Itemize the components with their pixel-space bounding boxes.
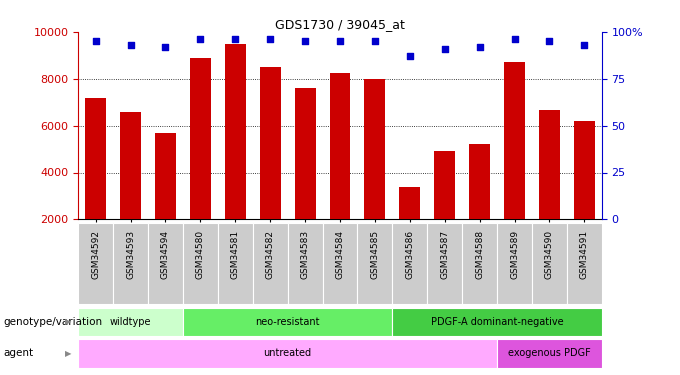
Text: GSM34580: GSM34580 [196, 230, 205, 279]
Text: GSM34594: GSM34594 [161, 230, 170, 279]
Bar [469, 144, 490, 266]
Bar [427, 223, 462, 304]
Text: GSM34587: GSM34587 [440, 230, 449, 279]
Bar [183, 223, 218, 304]
Point [160, 44, 171, 50]
Point [369, 38, 380, 44]
Text: untreated: untreated [264, 348, 311, 358]
Text: agent: agent [3, 348, 33, 358]
Text: GSM34581: GSM34581 [231, 230, 240, 279]
Point [439, 46, 450, 52]
Text: wildtype: wildtype [109, 316, 152, 327]
Bar [294, 88, 316, 266]
Bar [574, 121, 595, 266]
Bar [358, 223, 392, 304]
Bar [85, 98, 106, 266]
Bar [497, 339, 602, 368]
Bar [392, 308, 602, 336]
Text: ▶: ▶ [65, 317, 71, 326]
Text: GSM34588: GSM34588 [475, 230, 484, 279]
Bar [288, 223, 322, 304]
Bar [462, 223, 497, 304]
Point [125, 42, 136, 48]
Text: GSM34591: GSM34591 [580, 230, 589, 279]
Text: GSM34583: GSM34583 [301, 230, 309, 279]
Bar [148, 223, 183, 304]
Point [90, 38, 101, 44]
Bar [532, 223, 567, 304]
Bar [504, 62, 525, 266]
Bar [225, 44, 245, 266]
Point [335, 38, 345, 44]
Text: GSM34592: GSM34592 [91, 230, 100, 279]
Point [230, 36, 241, 42]
Bar [497, 223, 532, 304]
Bar [260, 67, 281, 266]
Title: GDS1730 / 39045_at: GDS1730 / 39045_at [275, 18, 405, 31]
Bar [392, 223, 427, 304]
Text: GSM34585: GSM34585 [371, 230, 379, 279]
Bar [78, 308, 183, 336]
Point [579, 42, 590, 48]
Point [300, 38, 311, 44]
Point [509, 36, 520, 42]
Bar [78, 223, 113, 304]
Bar [399, 187, 420, 266]
Text: GSM34582: GSM34582 [266, 230, 275, 279]
Point [195, 36, 206, 42]
Text: genotype/variation: genotype/variation [3, 316, 103, 327]
Text: ▶: ▶ [65, 349, 71, 358]
Point [405, 53, 415, 59]
Text: GSM34593: GSM34593 [126, 230, 135, 279]
Text: exogenous PDGF: exogenous PDGF [508, 348, 591, 358]
Text: GSM34586: GSM34586 [405, 230, 414, 279]
Bar [364, 79, 386, 266]
Bar [155, 133, 176, 266]
Bar [183, 308, 392, 336]
Text: PDGF-A dominant-negative: PDGF-A dominant-negative [430, 316, 564, 327]
Point [474, 44, 485, 50]
Text: GSM34584: GSM34584 [335, 230, 345, 279]
Bar [322, 223, 358, 304]
Text: GSM34589: GSM34589 [510, 230, 519, 279]
Bar [218, 223, 253, 304]
Text: neo-resistant: neo-resistant [256, 316, 320, 327]
Bar [78, 339, 497, 368]
Bar [113, 223, 148, 304]
Bar [567, 223, 602, 304]
Text: GSM34590: GSM34590 [545, 230, 554, 279]
Point [544, 38, 555, 44]
Bar [190, 58, 211, 266]
Bar [253, 223, 288, 304]
Bar [435, 152, 455, 266]
Bar [120, 112, 141, 266]
Bar [330, 73, 350, 266]
Bar [539, 110, 560, 266]
Point [265, 36, 275, 42]
